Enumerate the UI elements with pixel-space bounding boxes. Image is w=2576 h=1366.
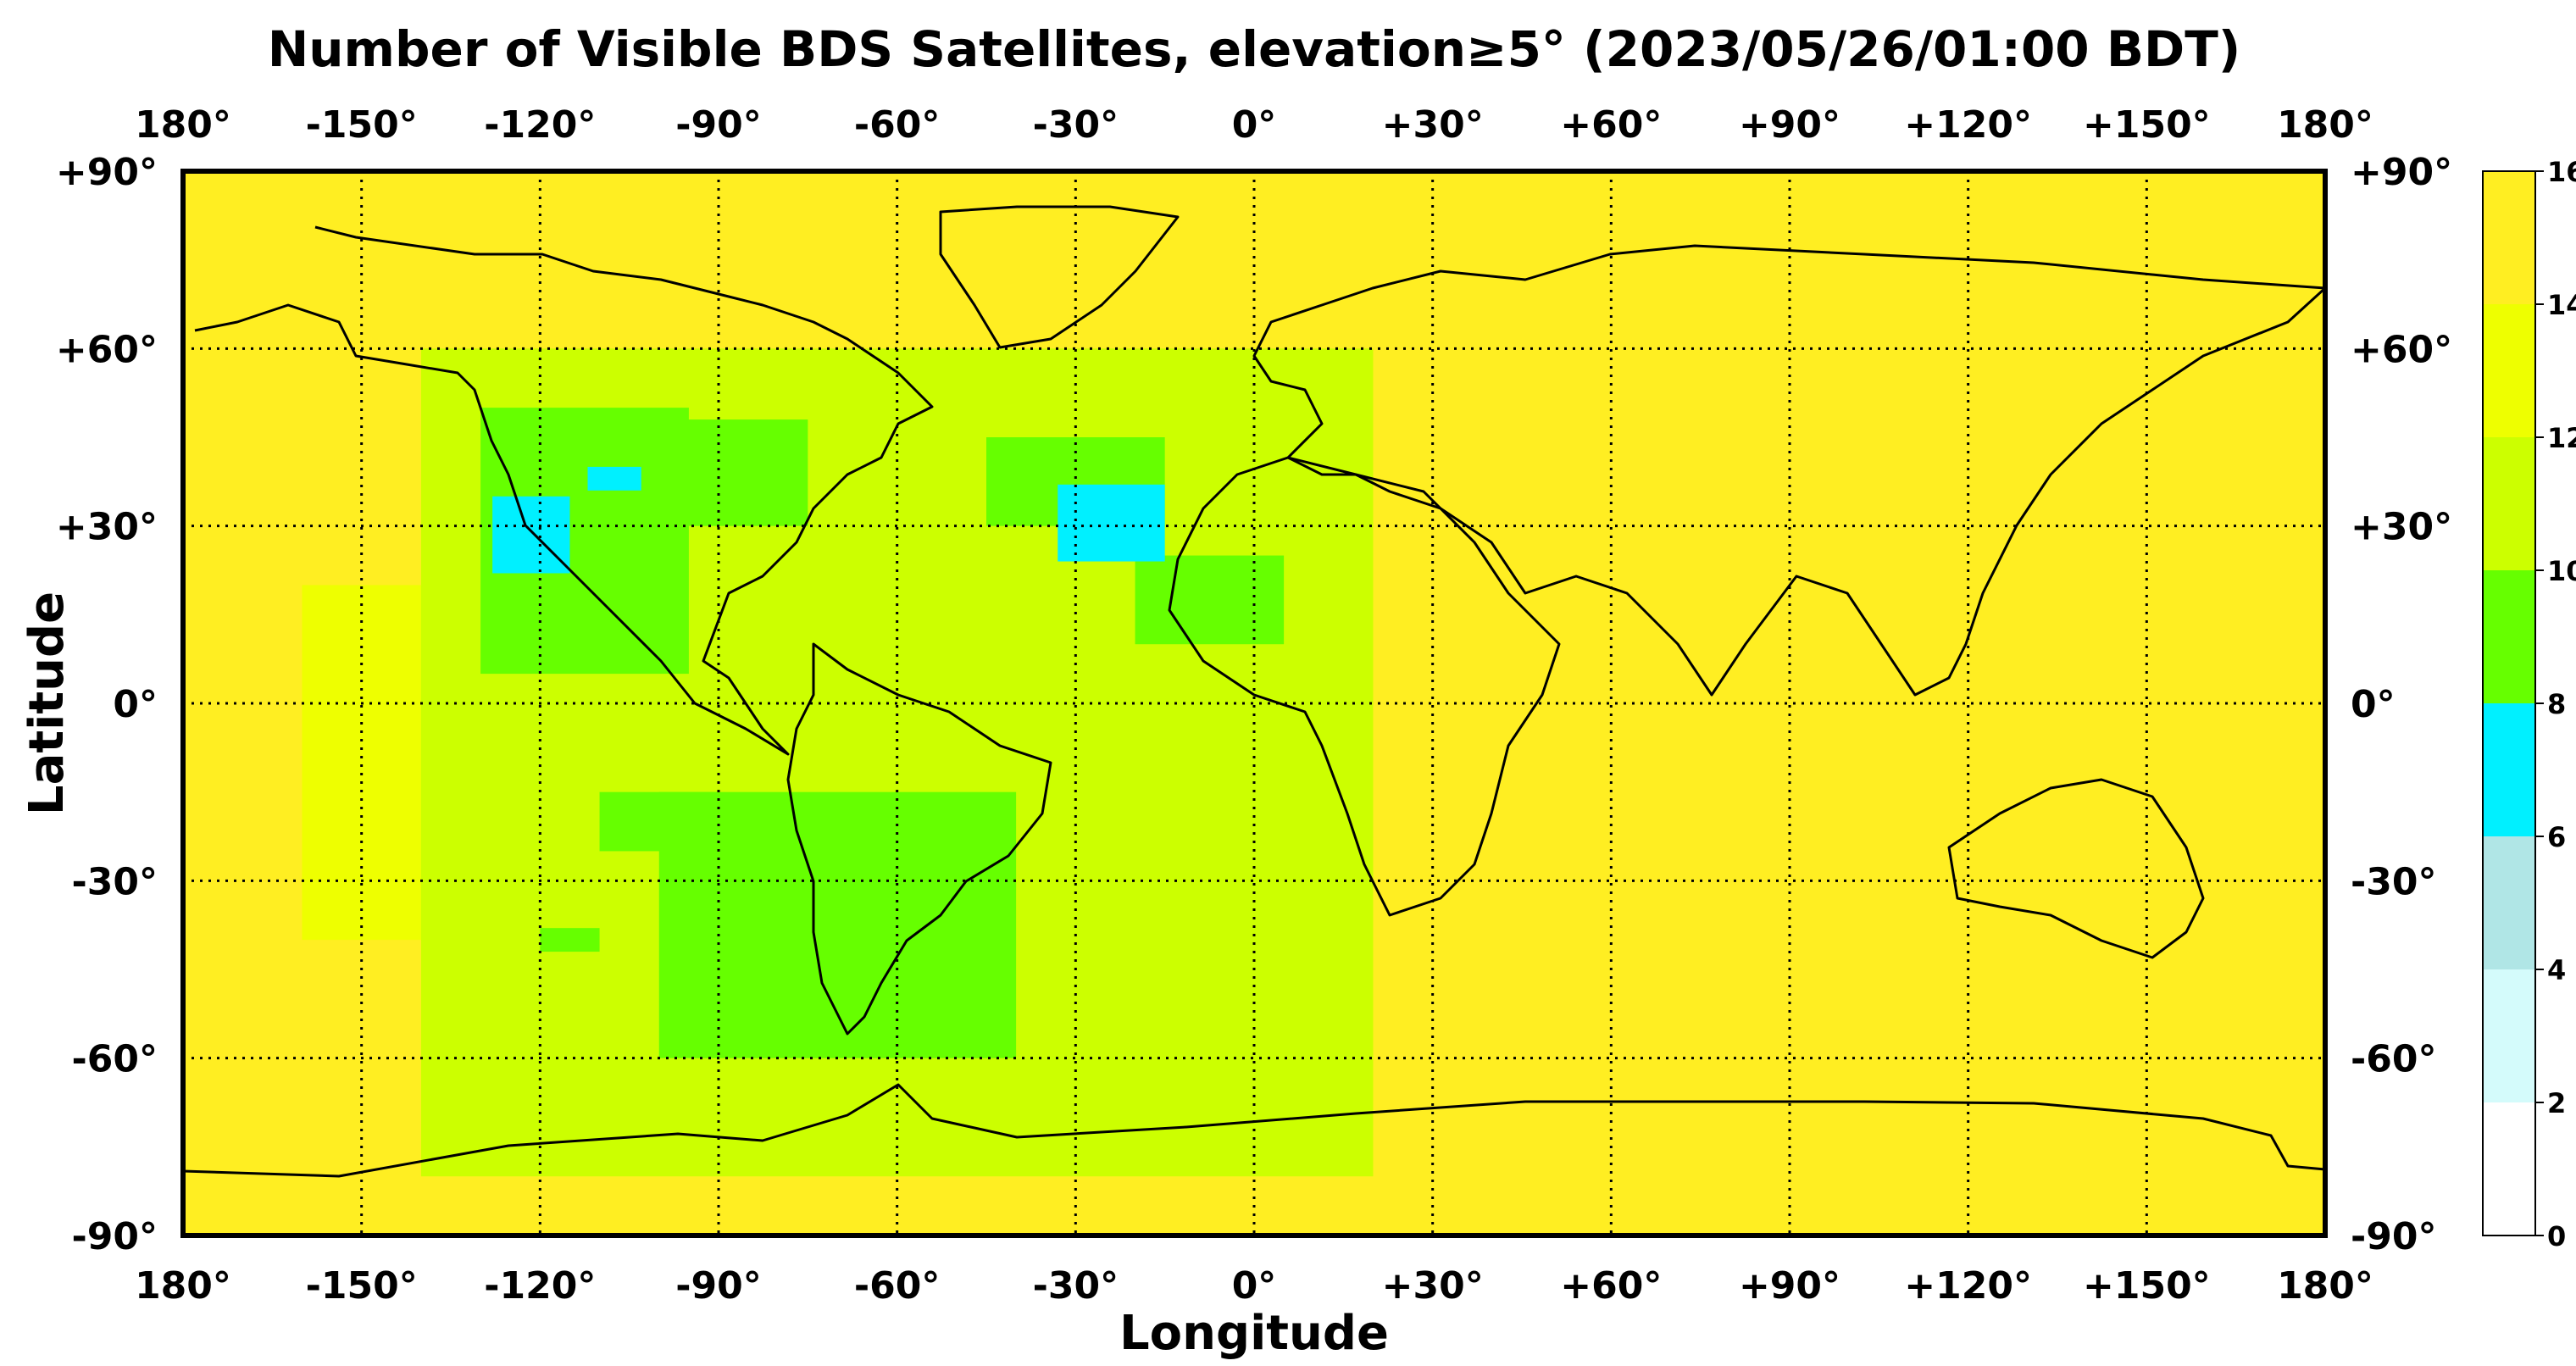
x-tick-label-top: 180° [2277, 103, 2373, 147]
coast-north-america [194, 225, 934, 756]
y-tick-label-left: -90° [72, 1215, 158, 1258]
x-tick-labels-bottom: 180° -150° -120° -90° -60° -30° 0° +30° +60° +90°… [135, 1264, 2373, 1308]
colorbar-segment-5 [2483, 437, 2535, 570]
x-tick-label-top: +150° [2083, 103, 2211, 147]
x-tick-label-bottom: +60° [1560, 1264, 1662, 1308]
coast-antarctica [183, 1083, 2325, 1178]
y-tick-labels-right: +90° +60° +30° 0° -30° -60° -90° [2351, 151, 2452, 1258]
field-region-4 [658, 419, 808, 526]
field-region-8 [599, 791, 719, 852]
x-tick-label-bottom: -60° [854, 1264, 941, 1308]
coast-greenland [939, 205, 1180, 349]
colorbar-segment-4 [2483, 570, 2535, 703]
x-tick-label-top: 0° [1232, 103, 1277, 147]
colorbar-segment-0 [2483, 1102, 2535, 1236]
colorbar-segment-3 [2483, 703, 2535, 836]
coast-south-america [786, 642, 1052, 1036]
x-tick-label-top: +120° [1904, 103, 2032, 147]
field-region-12 [1058, 484, 1165, 562]
gridlines [183, 171, 2325, 1236]
colorbar-tick-label: 0 [2547, 1220, 2566, 1252]
y-tick-label-right: -60° [2351, 1038, 2437, 1081]
x-tick-label-bottom: +30° [1382, 1264, 1484, 1308]
colorbar-tick-label: 12 [2547, 422, 2576, 454]
x-tick-labels-top: 180° -150° -120° -90° -60° -30° 0° +30° +60° +90°… [135, 103, 2373, 147]
colorbar-tick-label: 14 [2547, 289, 2576, 321]
x-tick-label-top: -60° [854, 103, 941, 147]
x-tick-label-top: -30° [1033, 103, 1119, 147]
colorbar-segment-7 [2483, 171, 2535, 304]
colorbar-tick-label: 4 [2547, 954, 2566, 986]
colorbar-tick-label: 8 [2547, 688, 2566, 720]
colorbar-segment-1 [2483, 969, 2535, 1102]
colorbar-tick-label: 16 [2547, 156, 2576, 188]
x-tick-label-bottom: 0° [1232, 1264, 1277, 1308]
x-tick-label-bottom: +120° [1904, 1264, 2032, 1308]
coast-australia [1947, 778, 2205, 959]
colorbar [2483, 171, 2535, 1236]
x-tick-label-bottom: -120° [484, 1264, 596, 1308]
x-tick-label-top: -120° [484, 103, 596, 147]
y-tick-labels-left: +90° +60° +30° 0° -30° -60° -90° [56, 151, 158, 1258]
y-tick-label-right: -90° [2351, 1215, 2437, 1258]
y-tick-label-left: +30° [56, 506, 158, 549]
y-tick-label-right: 0° [2351, 683, 2396, 726]
x-tick-label-top: +90° [1739, 103, 1840, 147]
plot-frame [180, 169, 2328, 1238]
y-tick-label-left: 0° [113, 683, 158, 726]
x-tick-label-bottom: -30° [1033, 1264, 1119, 1308]
field-region-11 [587, 466, 641, 491]
x-tick-label-top: -90° [675, 103, 762, 147]
x-tick-label-bottom: -90° [675, 1264, 762, 1308]
colorbar-segment-6 [2483, 304, 2535, 437]
x-tick-label-top: 180° [135, 103, 231, 147]
y-tick-label-right: +90° [2351, 151, 2452, 194]
y-axis-label: Latitude [19, 591, 75, 815]
colorbar-tick-labels: 0 2 4 6 8 10 12 14 16 [2535, 156, 2576, 1252]
colorbar-tick-label: 10 [2547, 555, 2576, 587]
x-tick-label-top: +30° [1382, 103, 1484, 147]
x-tick-label-top: +60° [1560, 103, 1662, 147]
x-tick-label-bottom: +150° [2083, 1264, 2211, 1308]
field-region-9 [540, 928, 600, 952]
x-tick-label-bottom: 180° [2277, 1264, 2373, 1308]
field-region-6 [1135, 555, 1285, 645]
y-tick-label-left: +60° [56, 328, 158, 371]
coastlines [183, 205, 2325, 1178]
y-tick-label-left: +90° [56, 151, 158, 194]
map-layer [183, 171, 2325, 1236]
y-tick-label-left: -60° [72, 1038, 158, 1081]
x-tick-label-bottom: +90° [1739, 1264, 1840, 1308]
field-region-10 [492, 496, 570, 574]
y-tick-label-right: +60° [2351, 328, 2452, 371]
x-axis-label: Longitude [1119, 1306, 1389, 1361]
x-tick-label-bottom: -150° [306, 1264, 418, 1308]
x-tick-label-top: -150° [306, 103, 418, 147]
chart-title: Number of Visible BDS Satellites, elevat… [268, 20, 2241, 78]
x-tick-label-bottom: 180° [135, 1264, 231, 1308]
colorbar-tick-label: 2 [2547, 1087, 2566, 1119]
colorbar-segment-2 [2483, 836, 2535, 969]
coast-europe-asia [1252, 244, 2325, 697]
y-tick-label-right: +30° [2351, 506, 2452, 549]
colorbar-tick-label: 6 [2547, 821, 2566, 853]
y-tick-label-left: -30° [72, 860, 158, 903]
y-tick-label-right: -30° [2351, 860, 2437, 903]
visibility-field [183, 171, 2325, 1236]
coast-africa [1168, 456, 1561, 917]
